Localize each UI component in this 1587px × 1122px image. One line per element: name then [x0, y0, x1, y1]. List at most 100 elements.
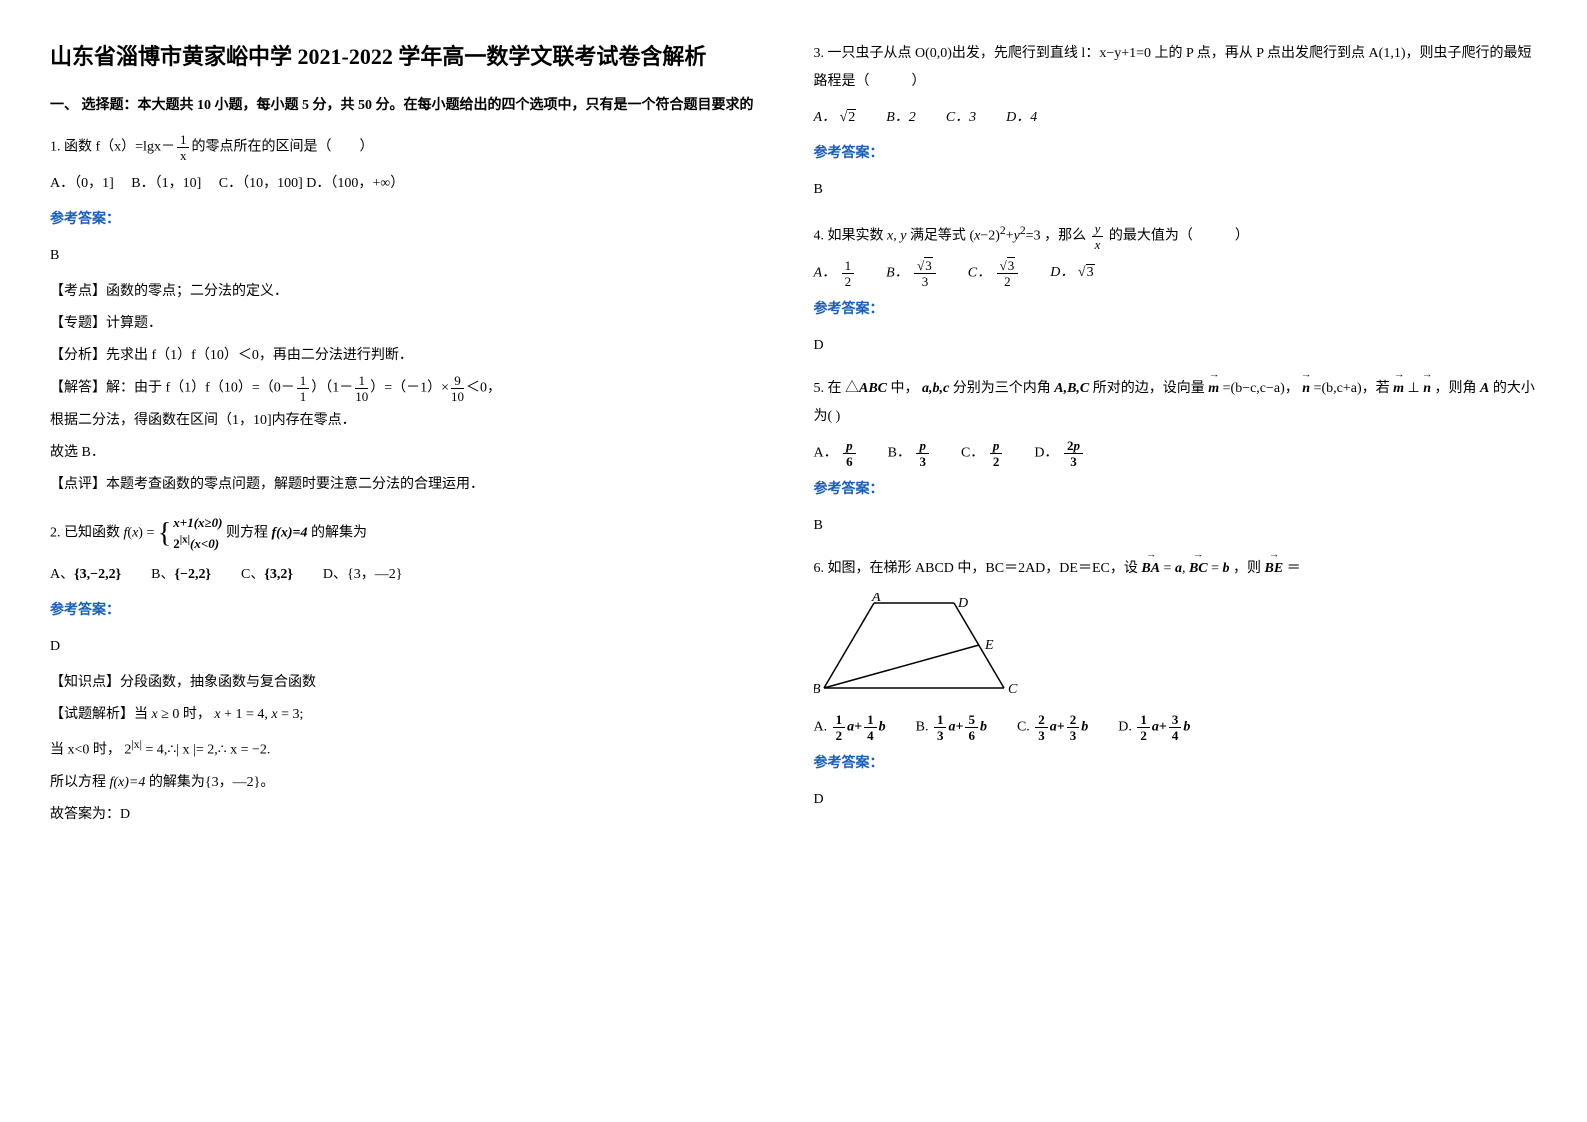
question-1: 1. 函数 f（x）=lgx－1x的零点所在的区间是（ ） A．（0，1] B．… — [50, 133, 774, 499]
q5-tc: 分别为三个内角 — [953, 381, 1051, 396]
piecewise-fn: {x+1(x≥0)2|x|(x<0) — [158, 514, 223, 553]
svg-text:D: D — [957, 596, 968, 611]
q2-ans-label: 参考答案： — [50, 597, 774, 625]
q2-opt-b: B、{−2,2} — [151, 561, 211, 589]
q1-opt-c: C．（10，100] — [219, 176, 303, 191]
q6-ob-lbl: B. — [916, 720, 929, 735]
q3-opt-d: D．4 — [1006, 104, 1037, 132]
q1-sol-d: ＜0， — [466, 381, 501, 396]
q3-ans-label: 参考答案： — [814, 140, 1538, 168]
q5-text: 5. 在 △ABC 中， a,b,c 分别为三个内角 A,B,C 所对的边，设向… — [814, 375, 1538, 431]
q2-sol-3: 所以方程 f(x)=4 的解集为{3，—2}。 — [50, 769, 774, 797]
q5-answer: B — [814, 512, 1538, 540]
q4-opt-d: D． 3 — [1050, 259, 1094, 288]
q3-num: 3. — [814, 46, 825, 61]
q6-tb: ，则 — [1233, 561, 1261, 576]
q4-num: 4. — [814, 229, 825, 244]
frac-1-10: 110 — [355, 374, 368, 403]
vec-n2: n — [1423, 375, 1431, 403]
q2-sol-2: 当 x<0 时， 2|x| = 4,∴| x |= 2,∴ x = −2. — [50, 733, 774, 765]
q6-answer: D — [814, 786, 1538, 814]
q2-answer: D — [50, 633, 774, 661]
trapezoid-figure: ADBCE — [814, 593, 1034, 703]
q2-s2a: 当 x<0 时， — [50, 743, 121, 758]
exam-title: 山东省淄博市黄家峪中学 2021-2022 学年高一数学文联考试卷含解析 — [50, 40, 774, 73]
q3-opt-c: C．3 — [946, 104, 976, 132]
case-bot-sup: |x| — [180, 533, 190, 545]
question-2: 2. 已知函数 f(x) = {x+1(x≥0)2|x|(x<0) 则方程 f(… — [50, 514, 774, 828]
q3-od: D．4 — [1006, 110, 1037, 125]
frac-r3-2: 32 — [997, 259, 1019, 288]
vec-n: n — [1302, 375, 1310, 403]
q4-oa-lbl: A． — [814, 266, 837, 281]
q6-opt-c: C. 23a+23b — [1017, 713, 1088, 742]
frac-1-x: 1x — [177, 133, 190, 162]
q2-oc-v: {3,2} — [264, 567, 293, 582]
q1-opt-a: A．（0，1] — [50, 176, 114, 191]
vec-BE: BE — [1265, 555, 1284, 583]
q6-options: A. 12a+14b B. 13a+56b C. 23a+23b D. 12a+… — [814, 713, 1538, 742]
q6-opt-d: D. 12a+34b — [1118, 713, 1190, 742]
q2-sol-4: 故答案为：D — [50, 801, 774, 829]
q3-opt-b: B．2 — [886, 104, 916, 132]
q5-opt-b: B． p3 — [888, 439, 931, 468]
q1-options: A．（0，1] B．（1，10] C．（10，100] D．（100，+∞） — [50, 170, 774, 198]
q2-text-a: 已知函数 — [64, 526, 124, 541]
q2-sol-1: 【试题解析】当 x ≥ 0 时， x + 1 = 4, x = 3; — [50, 701, 774, 729]
q1-tag-3: 【分析】先求出 f（1）f（10）＜0，再由二分法进行判断． — [50, 342, 774, 370]
q2-text: 2. 已知函数 f(x) = {x+1(x≥0)2|x|(x<0) 则方程 f(… — [50, 514, 774, 553]
q1-solution-3: 故选 B． — [50, 439, 774, 467]
q6-tc: ＝ — [1287, 561, 1301, 576]
q2-s3a: 所以方程 — [50, 775, 106, 790]
q6-opt-b: B. 13a+56b — [916, 713, 987, 742]
q5-od-lbl: D． — [1034, 446, 1058, 461]
q2-oa-v: {3,−2,2} — [74, 567, 121, 582]
svg-text:B: B — [814, 682, 821, 697]
q1-tag-2: 【专题】计算题． — [50, 310, 774, 338]
q5-ans-label: 参考答案： — [814, 476, 1538, 504]
q4-opt-a: A． 12 — [814, 259, 857, 288]
q3-opt-a: A． 2 — [814, 104, 857, 132]
q1-answer: B — [50, 242, 774, 270]
q6-oa-lbl: A. — [814, 720, 828, 735]
frac-2p-3: 2p3 — [1064, 439, 1083, 468]
q1-solution-1: 【解答】解：由于 f（1）f（10）=（0－11）（1－110）=（－1）×91… — [50, 374, 774, 403]
q2-s1a: 【试题解析】当 — [50, 707, 148, 722]
q4-options: A． 12 B． 33 C． 32 D． 3 — [814, 259, 1538, 288]
q2-oc-lbl: C、 — [241, 567, 264, 582]
q3-oc: C．3 — [946, 110, 976, 125]
sqrt-2-icon: 2 — [840, 104, 857, 132]
q3-options: A． 2 B．2 C．3 D．4 — [814, 104, 1538, 132]
vec-BC: BC — [1189, 555, 1208, 583]
q5-oa-lbl: A． — [814, 446, 838, 461]
q1-sol-b: ）（1－ — [311, 381, 353, 396]
q6-text: 6. 如图，在梯形 ABCD 中，BC＝2AD，DE＝EC，设 BA = a, … — [814, 555, 1538, 583]
q3-text: 3. 一只虫子从点 O(0,0)出发，先爬行到直线 l：x−y+1=0 上的 P… — [814, 40, 1538, 96]
q2-s3b: 的解集为{3，—2}。 — [149, 775, 274, 790]
q5-ta: 在 — [828, 381, 842, 396]
q5-options: A． p6 B． p3 C． p2 D． 2p3 — [814, 439, 1538, 468]
q1-tag-1: 【考点】函数的零点；二分法的定义． — [50, 278, 774, 306]
q5-opt-d: D． 2p3 — [1034, 439, 1085, 468]
frac-r3-3: 33 — [914, 259, 936, 288]
left-column: 山东省淄博市黄家峪中学 2021-2022 学年高一数学文联考试卷含解析 一、 … — [50, 40, 774, 1082]
q4-text: 4. 如果实数 x, y 满足等式 (x−2)2+y2=3 ，那么 yx 的最大… — [814, 219, 1538, 251]
right-column: 3. 一只虫子从点 O(0,0)出发，先爬行到直线 l：x−y+1=0 上的 P… — [814, 40, 1538, 1082]
frac-p-6: p6 — [843, 439, 856, 468]
question-3: 3. 一只虫子从点 O(0,0)出发，先爬行到直线 l：x−y+1=0 上的 P… — [814, 40, 1538, 204]
q5-oc-lbl: C． — [961, 446, 984, 461]
q2-opt-c: C、{3,2} — [241, 561, 293, 589]
q6-ans-label: 参考答案： — [814, 750, 1538, 778]
q1-tag-4: 【点评】本题考查函数的零点问题，解题时要注意二分法的合理运用． — [50, 471, 774, 499]
q2-oa-lbl: A、 — [50, 567, 74, 582]
q1-sol-a: 【解答】解：由于 f（1）f（10）=（0－ — [50, 381, 295, 396]
case-top: x+1(x≥0) — [173, 515, 222, 530]
q3-ob: B．2 — [886, 110, 916, 125]
q4-tb: 满足等式 — [910, 229, 966, 244]
q1-opt-b: B．（1，10] — [131, 176, 201, 191]
q1-solution-2: 根据二分法，得函数在区间（1，10]内存在零点． — [50, 407, 774, 435]
case-bot-b: (x<0) — [190, 536, 219, 551]
frac-p-2: p2 — [990, 439, 1003, 468]
q1-num: 1. — [50, 140, 61, 155]
sqrt-3-icon: 3 — [1078, 259, 1095, 287]
